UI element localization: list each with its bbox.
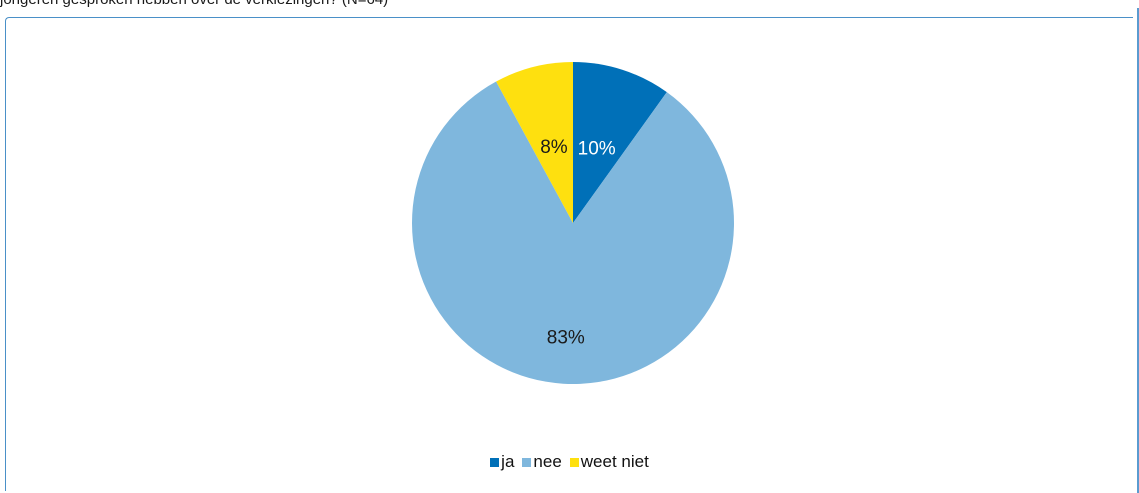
chart-caption: jongeren gesproken hebben over de verkie… [0,0,388,8]
data-label-nee: 83% [547,328,585,349]
chart-frame [5,17,1133,491]
legend: ja nee weet niet [0,452,1139,472]
legend-label-weet-niet: weet niet [580,452,649,471]
scrollbar-edge [1137,8,1139,493]
legend-swatch-weet-niet [569,457,579,467]
legend-item-weet-niet: weet niet [569,452,649,472]
pie-labels: 10% 83% 8% [540,137,616,349]
legend-item-ja: ja [490,452,514,472]
pie-slices [412,62,735,384]
pie-slice-nee [412,81,735,384]
pie-slice-ja [573,62,667,223]
legend-label-nee: nee [533,452,562,471]
legend-item-nee: nee [522,452,562,472]
legend-swatch-ja [490,457,500,467]
pie-slice-weet-niet [496,62,573,223]
legend-swatch-nee [522,457,532,467]
legend-label-ja: ja [501,452,515,471]
data-label-weet-niet: 8% [540,137,568,158]
data-label-ja: 10% [578,138,616,159]
